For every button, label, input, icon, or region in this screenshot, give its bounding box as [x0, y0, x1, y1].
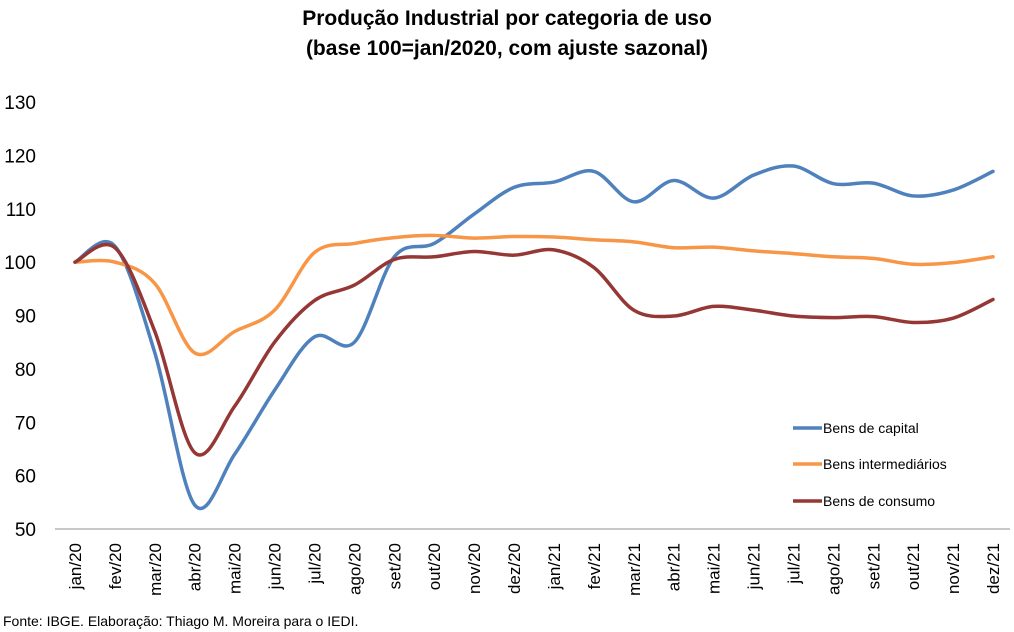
legend-label: Bens intermediários	[823, 456, 947, 472]
y-tick-label: 80	[15, 360, 36, 381]
x-tick-label: jun/20	[266, 543, 285, 590]
x-tick-label: mar/21	[625, 543, 644, 596]
y-tick-label: 50	[15, 520, 36, 541]
series-lines	[73, 164, 995, 510]
x-tick-label: out/21	[904, 543, 923, 590]
x-tick-label: ago/20	[345, 543, 364, 595]
y-tick-label: 130	[4, 93, 36, 114]
x-tick-label: nov/20	[465, 543, 484, 594]
x-tick-label: set/20	[385, 543, 404, 589]
x-tick-label: jan/21	[545, 543, 564, 590]
chart-title-block: Produção Industrial por categoria de uso…	[0, 4, 1014, 64]
x-tick-label: ago/21	[824, 543, 843, 595]
x-tick-label: dez/21	[984, 543, 1003, 594]
x-axis: jan/20 fev/20 mar/20 abr/20 mai/20 jun/20 jul/…	[66, 543, 1003, 596]
x-tick-label: nov/21	[944, 543, 963, 594]
legend-item-bens-de-consumo: Bens de consumo	[793, 493, 935, 509]
x-tick-label: mai/20	[226, 543, 245, 594]
y-tick-label: 70	[15, 413, 36, 434]
x-tick-label: fev/21	[585, 543, 604, 589]
series-line-bens-intermediarios	[73, 233, 995, 357]
series-line-bens-de-capital	[73, 164, 995, 510]
legend-label: Bens de capital	[823, 420, 919, 436]
legend: Bens de capital Bens intermediários Bens d…	[793, 420, 947, 509]
x-tick-label: jul/20	[305, 543, 324, 585]
x-tick-label: abr/21	[665, 543, 684, 591]
x-tick-label: jan/20	[66, 543, 85, 590]
x-tick-label: mai/21	[705, 543, 724, 594]
x-tick-label: abr/20	[186, 543, 205, 591]
x-tick-label: out/20	[425, 543, 444, 590]
y-tick-label: 110	[6, 200, 36, 221]
legend-item-bens-intermediarios: Bens intermediários	[793, 456, 947, 472]
legend-label: Bens de consumo	[823, 493, 935, 509]
y-axis: 50 60 70 80 90 100 110 120 130	[4, 93, 36, 541]
x-tick-label: mar/20	[146, 543, 165, 596]
chart-subtitle: (base 100=jan/2020, com ajuste sazonal)	[305, 37, 709, 60]
x-tick-label: jul/21	[784, 543, 803, 585]
chart-title: Produção Industrial por categoria de uso	[302, 7, 712, 30]
series-line-bens-de-consumo	[73, 242, 995, 457]
y-tick-label: 120	[4, 146, 36, 167]
x-tick-label: set/21	[864, 543, 883, 589]
y-tick-label: 90	[15, 307, 36, 328]
source-note: Fonte: IBGE. Elaboração: Thiago M. Morei…	[3, 613, 359, 629]
y-tick-label: 60	[15, 467, 36, 488]
legend-item-bens-de-capital: Bens de capital	[793, 420, 919, 436]
x-tick-label: fev/20	[106, 543, 125, 589]
y-tick-label: 100	[4, 253, 36, 274]
x-tick-label: jun/21	[745, 543, 764, 590]
x-tick-label: dez/20	[505, 543, 524, 594]
